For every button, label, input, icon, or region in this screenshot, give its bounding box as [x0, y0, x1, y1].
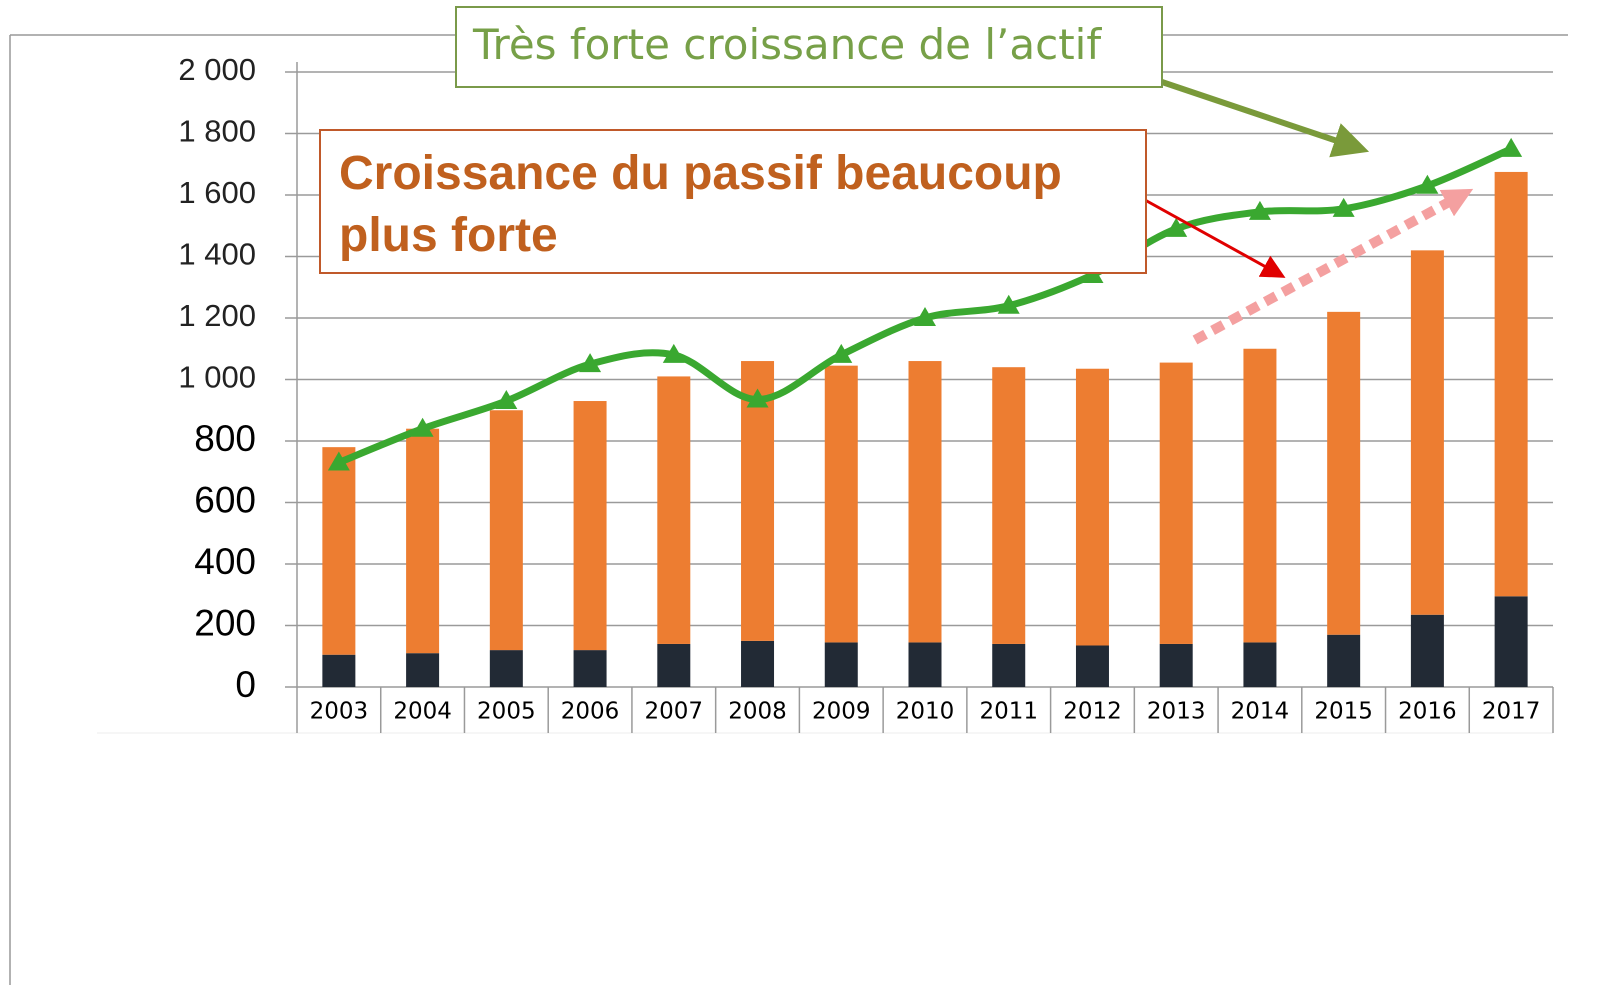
y-tick-label: 1 800	[178, 114, 256, 149]
x-tick-label: 2015	[1314, 699, 1373, 725]
bar	[1410, 250, 1444, 615]
y-tick-label: 600	[194, 479, 256, 520]
marker	[1416, 174, 1439, 194]
marker	[579, 353, 602, 373]
bar	[657, 376, 691, 644]
bar	[322, 654, 356, 687]
bar	[1327, 311, 1361, 635]
bar	[992, 643, 1026, 687]
arrow	[1144, 198, 1286, 278]
bar	[489, 650, 523, 687]
y-tick-label: 1 400	[178, 237, 256, 272]
x-tick-label: 2005	[477, 699, 536, 725]
y-tick-label: 1 000	[178, 360, 256, 395]
arrow	[1161, 79, 1370, 158]
y-tick-label: 800	[194, 418, 256, 459]
marker	[1500, 137, 1523, 157]
bar	[1494, 596, 1528, 687]
bar	[824, 365, 858, 643]
bar	[406, 428, 440, 654]
marker	[1248, 200, 1271, 220]
bar	[1075, 368, 1109, 646]
y-tick-label: 1 200	[178, 298, 256, 333]
x-tick-label: 2003	[310, 699, 369, 725]
x-tick-label: 2014	[1231, 699, 1290, 725]
bar	[1075, 645, 1109, 687]
bar	[573, 650, 607, 687]
x-tick-label: 2007	[645, 699, 704, 725]
x-tick-label: 2011	[979, 699, 1038, 725]
x-tick-label: 2010	[896, 699, 955, 725]
marker	[411, 417, 434, 437]
bar	[741, 361, 775, 641]
bar	[1243, 642, 1277, 687]
x-tick-label: 2009	[812, 699, 871, 725]
x-tick-label: 2016	[1398, 699, 1457, 725]
marker	[914, 307, 936, 326]
bar	[1494, 171, 1528, 597]
marker	[1165, 217, 1188, 237]
bar	[1159, 362, 1193, 644]
bar	[657, 643, 691, 687]
x-tick-label: 2012	[1063, 699, 1122, 725]
y-tick-label: 0	[235, 664, 256, 705]
marker	[746, 388, 769, 408]
plot: 0 200 400 600 800 1 000 1 200 1 400 1 600 1 800 2 …	[97, 52, 1554, 734]
y-tick-label: 1 600	[178, 175, 256, 210]
annotation: Croissance du passif beaucoup plus forte	[319, 129, 1147, 274]
marker	[997, 294, 1020, 314]
x-tick-label: 2017	[1482, 699, 1541, 725]
y-tick-label: 2 000	[178, 52, 256, 87]
bar	[741, 640, 775, 687]
bar	[824, 642, 858, 687]
x-tick-label: 2004	[393, 699, 452, 725]
bar	[573, 401, 607, 651]
annotation: Très forte croissance de l’actif	[455, 6, 1163, 88]
bar	[908, 642, 942, 687]
marker	[327, 451, 350, 471]
bar	[1243, 348, 1277, 643]
bar	[1410, 614, 1444, 687]
bar	[908, 361, 942, 643]
marker	[495, 390, 518, 410]
bar	[322, 447, 356, 655]
bar	[992, 367, 1026, 644]
x-tick-label: 2008	[728, 699, 787, 725]
bar	[489, 410, 523, 651]
x-tick-label: 2006	[561, 699, 620, 725]
bar	[1327, 634, 1361, 687]
arrow	[1192, 188, 1474, 345]
bar	[1159, 643, 1193, 687]
marker	[662, 343, 685, 363]
marker	[830, 343, 853, 363]
y-tick-label: 400	[194, 541, 256, 582]
bar	[406, 653, 440, 687]
x-tick-label: 2013	[1147, 699, 1206, 725]
marker	[1332, 197, 1355, 217]
y-tick-label: 200	[194, 602, 256, 643]
